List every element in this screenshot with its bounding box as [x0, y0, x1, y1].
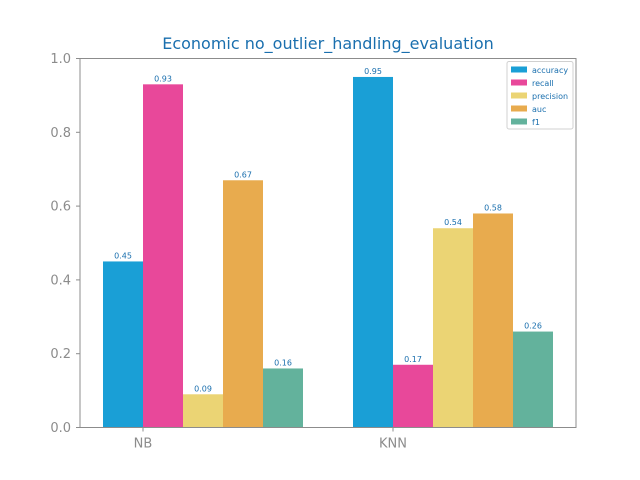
plot-frame	[79, 58, 577, 428]
legend-swatch-precision	[511, 92, 527, 99]
bar-precision-nb	[183, 394, 223, 428]
legend: accuracy recall precision auc f1	[506, 61, 574, 130]
legend-label-f1: f1	[532, 118, 540, 127]
bar-precision-knn	[433, 228, 473, 428]
bar-f1-knn	[513, 331, 553, 428]
legend-label-accuracy: accuracy	[532, 66, 568, 75]
legend-swatch-accuracy	[511, 66, 527, 73]
bar-auc-nb	[223, 180, 263, 428]
x-tick-label: NB	[134, 437, 153, 452]
data-label: 0.58	[484, 203, 502, 212]
data-label: 0.93	[154, 74, 172, 83]
data-label: 0.67	[234, 170, 252, 179]
y-tick-label: 0.4	[50, 273, 71, 288]
chart-title: Economic no_outlier_handling_evaluation	[162, 34, 494, 54]
legend-swatch-auc	[511, 105, 527, 112]
legend-box	[506, 61, 574, 130]
x-axis: NB KNN	[134, 427, 407, 452]
data-label: 0.16	[274, 358, 292, 367]
data-label: 0.09	[194, 384, 212, 393]
x-tick-label: KNN	[379, 437, 407, 452]
data-label: 0.45	[114, 251, 132, 260]
legend-swatch-recall	[511, 79, 527, 86]
bar-f1-nb	[263, 368, 303, 428]
legend-label-recall: recall	[532, 79, 554, 88]
bar-accuracy-nb	[103, 261, 143, 428]
y-axis: 0.0 0.2 0.4 0.6 0.8 1.0	[50, 52, 80, 436]
legend-label-precision: precision	[532, 92, 568, 101]
y-tick-label: 1.0	[50, 52, 71, 67]
y-tick-label: 0.6	[50, 200, 71, 215]
y-tick-label: 0.2	[50, 347, 71, 362]
bar-recall-knn	[393, 364, 433, 428]
bar-group	[103, 76, 553, 428]
y-tick-label: 0.8	[50, 126, 71, 141]
data-label: 0.17	[404, 355, 422, 364]
data-label: 0.95	[364, 67, 382, 76]
bar-auc-knn	[473, 213, 513, 428]
legend-label-auc: auc	[532, 105, 546, 114]
bar-recall-nb	[143, 84, 183, 428]
y-tick-label: 0.0	[50, 421, 71, 436]
bar-accuracy-knn	[353, 76, 393, 428]
data-label: 0.54	[444, 218, 462, 227]
data-label: 0.26	[524, 322, 542, 331]
data-labels: 0.45 0.95 0.93 0.17 0.09 0.54 0.67 0.58 0.16 0.26	[114, 67, 542, 393]
legend-swatch-f1	[511, 118, 527, 125]
